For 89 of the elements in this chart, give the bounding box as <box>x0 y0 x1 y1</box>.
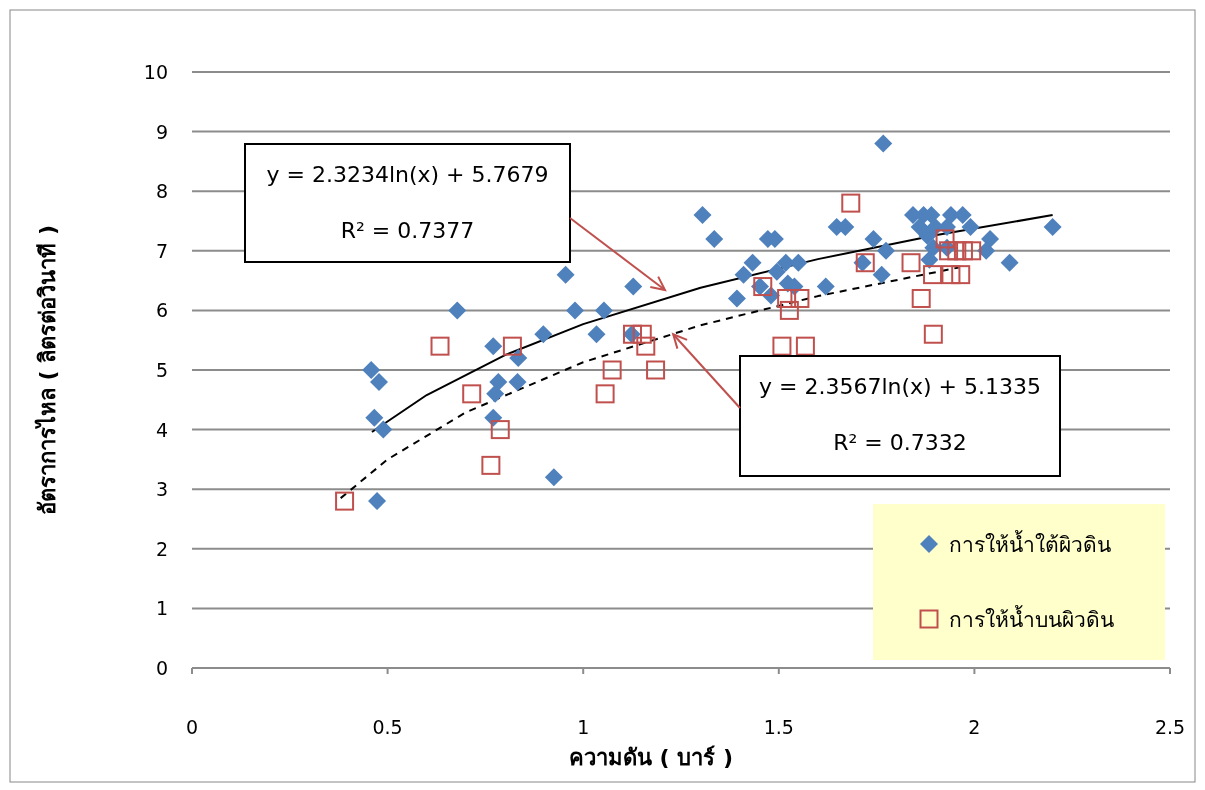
point <box>508 372 527 391</box>
point <box>953 241 973 261</box>
y-tick-label: 3 <box>155 478 168 501</box>
y-axis-title: อัตราการไหล ( ลิตรต่อวินาที ) <box>34 224 60 516</box>
y-tick-label: 0 <box>155 657 168 679</box>
point <box>734 265 753 284</box>
legend-label: การให้น้ำบนผิวดิน <box>949 605 1114 632</box>
point <box>951 265 971 285</box>
point <box>727 289 746 308</box>
point <box>864 229 883 248</box>
point <box>587 325 606 344</box>
y-tick-label: 10 <box>143 61 168 83</box>
point <box>910 217 929 236</box>
y-tick-label: 6 <box>155 299 168 322</box>
point <box>777 288 797 308</box>
point <box>981 229 1000 248</box>
point <box>705 229 724 248</box>
point <box>1043 217 1062 236</box>
point <box>961 217 980 236</box>
point <box>430 336 450 356</box>
point <box>594 301 613 320</box>
point <box>941 265 961 285</box>
annotation: y = 2.3234ln(x) + 5.7679 <box>266 162 549 187</box>
point <box>365 408 384 427</box>
point <box>374 420 393 439</box>
point <box>947 241 967 261</box>
point <box>876 241 895 260</box>
point <box>362 361 381 379</box>
point <box>911 288 931 308</box>
y-tick-label: 5 <box>155 359 168 381</box>
line-series <box>370 214 1054 433</box>
annotation: R² = 0.7377 <box>340 218 475 243</box>
y-tick-label: 8 <box>155 180 168 203</box>
point <box>1000 253 1019 272</box>
point <box>484 337 503 356</box>
point <box>462 384 482 404</box>
annotation: y = 2.3567ln(x) + 5.1335 <box>758 374 1042 399</box>
y-tick-label: 7 <box>155 239 168 262</box>
point <box>935 229 955 249</box>
point <box>939 241 959 261</box>
point <box>636 336 656 356</box>
point <box>481 455 501 475</box>
point <box>841 193 861 213</box>
x-tick-label: 1.5 <box>763 716 794 738</box>
point <box>923 324 943 344</box>
y-tick-label: 4 <box>155 418 168 441</box>
point <box>602 360 622 380</box>
y-tick-label: 9 <box>155 120 168 143</box>
point <box>901 253 921 273</box>
point <box>772 336 792 356</box>
x-tick-label: 0 <box>185 716 199 738</box>
point <box>779 300 799 320</box>
point <box>874 134 893 153</box>
x-tick-label: 2.5 <box>1154 716 1186 738</box>
point <box>977 241 996 260</box>
point <box>595 384 615 404</box>
point <box>962 241 982 261</box>
annotation: R² = 0.7332 <box>833 430 967 455</box>
point <box>743 253 762 272</box>
x-tick-label: 0.5 <box>372 716 403 738</box>
point <box>448 301 467 320</box>
y-tick-label: 1 <box>155 597 168 620</box>
point <box>544 468 563 487</box>
x-axis-title: ความดัน ( บาร์ ) <box>568 745 734 770</box>
point <box>693 206 712 225</box>
point <box>335 491 355 511</box>
x-tick-label: 2 <box>968 716 981 738</box>
point <box>646 360 666 380</box>
point <box>489 372 508 391</box>
point <box>923 265 943 285</box>
point <box>556 265 575 284</box>
point <box>565 301 584 320</box>
point <box>490 420 510 440</box>
point <box>795 336 815 356</box>
point <box>632 324 652 344</box>
y-tick-label: 2 <box>155 537 168 560</box>
point <box>369 372 388 391</box>
point <box>790 288 810 308</box>
point <box>918 226 937 245</box>
point <box>624 277 643 296</box>
point <box>486 384 505 403</box>
legend-label: การให้น้ำใต้ผิวดิน <box>949 530 1111 557</box>
point <box>534 325 553 344</box>
point <box>872 265 891 284</box>
point <box>767 262 786 281</box>
point <box>368 492 387 511</box>
point <box>502 336 522 356</box>
x-tick-label: 1 <box>577 716 590 738</box>
point <box>816 277 835 296</box>
